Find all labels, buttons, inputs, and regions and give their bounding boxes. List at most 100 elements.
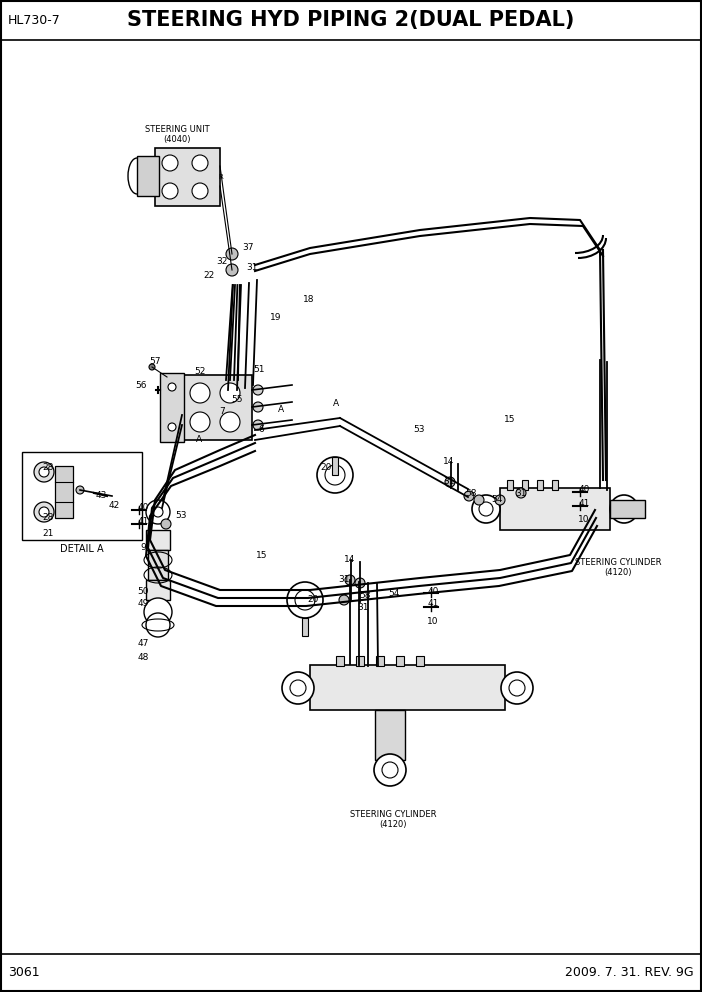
Bar	[302, 618, 308, 636]
Circle shape	[39, 507, 49, 517]
Text: A: A	[196, 435, 202, 444]
Circle shape	[192, 183, 208, 199]
Text: 31: 31	[357, 603, 369, 612]
Circle shape	[325, 465, 345, 485]
Circle shape	[474, 495, 484, 505]
Circle shape	[445, 477, 455, 487]
Text: 20: 20	[320, 463, 331, 472]
Text: DETAIL A: DETAIL A	[60, 544, 104, 554]
Circle shape	[190, 412, 210, 432]
Circle shape	[226, 264, 238, 276]
Text: 37: 37	[242, 243, 253, 253]
Text: HL730-7: HL730-7	[8, 14, 61, 27]
Text: 21: 21	[42, 529, 53, 538]
Circle shape	[220, 412, 240, 432]
Text: 54: 54	[491, 494, 503, 504]
Bar	[182, 375, 252, 440]
Circle shape	[144, 598, 172, 626]
Text: 50: 50	[138, 587, 149, 596]
Bar	[375, 710, 405, 760]
Circle shape	[355, 578, 365, 588]
Text: 41: 41	[578, 499, 590, 508]
Text: 41: 41	[138, 517, 149, 526]
Bar	[376, 656, 384, 666]
Text: 47: 47	[138, 640, 149, 649]
Text: 58: 58	[465, 489, 477, 499]
Text: 2009. 7. 31. REV. 9G: 2009. 7. 31. REV. 9G	[565, 966, 694, 979]
Text: 40: 40	[428, 586, 439, 595]
Text: 49: 49	[138, 599, 149, 608]
Text: 19: 19	[270, 313, 282, 322]
Text: 56: 56	[135, 381, 147, 390]
Text: 31: 31	[338, 575, 350, 584]
Text: 10: 10	[428, 616, 439, 626]
Bar	[310, 665, 505, 710]
Bar	[146, 530, 170, 550]
Circle shape	[382, 762, 398, 778]
Bar	[146, 580, 170, 600]
Bar	[148, 550, 168, 580]
Text: 9: 9	[140, 544, 146, 553]
Text: 52: 52	[194, 367, 206, 377]
Bar	[396, 656, 404, 666]
Circle shape	[516, 488, 526, 498]
Text: 43: 43	[95, 490, 107, 500]
Circle shape	[472, 495, 500, 523]
Circle shape	[464, 491, 474, 501]
Text: 7: 7	[219, 408, 225, 417]
Text: R: R	[218, 174, 223, 180]
Text: STEERING CYLINDER
(4120): STEERING CYLINDER (4120)	[575, 558, 661, 577]
Circle shape	[339, 595, 349, 605]
Text: 53: 53	[413, 426, 425, 434]
Text: STEERING HYD PIPING 2(DUAL PEDAL): STEERING HYD PIPING 2(DUAL PEDAL)	[127, 10, 575, 30]
Bar	[537, 480, 543, 490]
Circle shape	[34, 462, 54, 482]
Circle shape	[162, 183, 178, 199]
Text: 58: 58	[359, 590, 371, 599]
Circle shape	[317, 457, 353, 493]
Circle shape	[253, 385, 263, 395]
Text: 31: 31	[515, 488, 526, 498]
Text: 40: 40	[578, 485, 590, 494]
Circle shape	[345, 575, 355, 585]
Text: 14: 14	[344, 556, 356, 564]
Text: 31: 31	[246, 264, 258, 273]
Text: A: A	[333, 399, 339, 408]
Circle shape	[153, 507, 163, 517]
Bar	[332, 457, 338, 475]
Circle shape	[220, 383, 240, 403]
Circle shape	[610, 495, 638, 523]
Bar	[336, 656, 344, 666]
Text: 55: 55	[231, 396, 243, 405]
Text: 31: 31	[443, 477, 455, 486]
Text: 40: 40	[138, 504, 149, 513]
Text: 28: 28	[42, 514, 53, 523]
Text: 15: 15	[256, 551, 267, 559]
Circle shape	[149, 364, 155, 370]
Bar	[500, 488, 610, 530]
Bar	[522, 480, 528, 490]
Circle shape	[495, 495, 505, 505]
Text: STEERING CYLINDER
(4120): STEERING CYLINDER (4120)	[350, 810, 436, 829]
Text: 41: 41	[428, 599, 439, 608]
Text: 20: 20	[307, 595, 319, 604]
Text: 57: 57	[150, 357, 161, 366]
Circle shape	[374, 754, 406, 786]
Text: STEERING UNIT
(4040): STEERING UNIT (4040)	[145, 125, 209, 144]
Text: 48: 48	[138, 653, 149, 662]
Text: 53: 53	[176, 511, 187, 520]
Bar	[507, 480, 513, 490]
Bar	[22, 452, 142, 540]
Text: 14: 14	[443, 457, 455, 466]
Circle shape	[190, 383, 210, 403]
Circle shape	[34, 502, 54, 522]
Circle shape	[146, 500, 170, 524]
Circle shape	[295, 590, 315, 610]
Circle shape	[282, 672, 314, 704]
Circle shape	[146, 613, 170, 637]
Circle shape	[509, 680, 525, 696]
Text: 6: 6	[258, 426, 264, 434]
Bar	[416, 656, 424, 666]
Circle shape	[287, 582, 323, 618]
Text: 15: 15	[504, 416, 516, 425]
